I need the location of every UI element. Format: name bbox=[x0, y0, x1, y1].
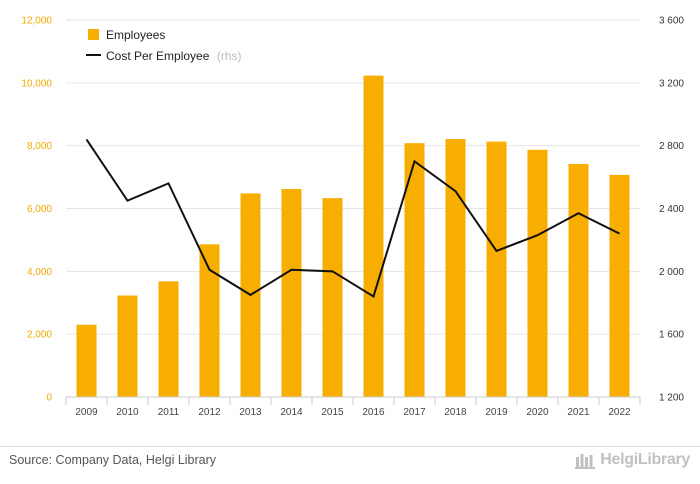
x-tick-label: 2022 bbox=[608, 407, 631, 418]
right-tick-label: 1 200 bbox=[659, 393, 684, 404]
x-tick-label: 2018 bbox=[444, 407, 467, 418]
x-tick-label: 2014 bbox=[280, 407, 303, 418]
x-tick-label: 2019 bbox=[485, 407, 508, 418]
x-tick-label: 2013 bbox=[239, 407, 262, 418]
x-tick-label: 2010 bbox=[116, 407, 139, 418]
left-axis: 0 2,000 4,000 6,000 8,000 10,000 12,000 bbox=[21, 16, 52, 404]
left-tick-label: 2,000 bbox=[27, 330, 52, 341]
right-tick-label: 1 600 bbox=[659, 330, 684, 341]
source-note: Source: Company Data, Helgi Library bbox=[9, 453, 217, 467]
x-tick-label: 2015 bbox=[321, 407, 344, 418]
x-tick-label: 2009 bbox=[75, 407, 98, 418]
bar-series-employees bbox=[76, 75, 630, 398]
legend-swatch-employees bbox=[88, 29, 99, 40]
bar-employees bbox=[363, 75, 384, 398]
legend-label-rhs-note: (rhs) bbox=[217, 49, 242, 63]
right-tick-label: 3 200 bbox=[659, 78, 684, 89]
bar-employees bbox=[445, 139, 466, 398]
right-tick-label: 3 600 bbox=[659, 16, 684, 27]
grid-lines bbox=[66, 19, 640, 335]
right-tick-label: 2 400 bbox=[659, 204, 684, 215]
line-cost-per-employee bbox=[85, 138, 620, 298]
right-tick-label: 2 000 bbox=[659, 267, 684, 278]
bar-employees bbox=[117, 295, 138, 397]
helgi-library-logo: HelgiLibrary bbox=[575, 451, 690, 469]
x-tick-label: 2020 bbox=[526, 407, 549, 418]
bar-employees bbox=[199, 244, 220, 397]
right-axis: 1 200 1 600 2 000 2 400 2 800 3 200 3 600 bbox=[659, 16, 684, 404]
bar-employees bbox=[322, 198, 343, 397]
logo-text: HelgiLibrary bbox=[600, 451, 690, 468]
x-tick-label: 2017 bbox=[403, 407, 426, 418]
left-tick-label: 4,000 bbox=[27, 267, 52, 278]
bar-employees bbox=[486, 141, 507, 397]
bar-employees bbox=[158, 281, 179, 397]
legend: Employees Cost Per Employee (rhs) bbox=[86, 28, 242, 64]
left-tick-label: 10,000 bbox=[21, 78, 52, 89]
x-axis: 2009 2010 2011 2012 2013 2014 2015 2016 2017 2018… bbox=[65, 396, 641, 418]
left-tick-label: 0 bbox=[46, 393, 52, 404]
x-tick-label: 2012 bbox=[198, 407, 221, 418]
bar-employees bbox=[609, 174, 630, 397]
bar-employees bbox=[568, 163, 589, 397]
x-tick-label: 2016 bbox=[362, 407, 385, 418]
x-tick-label: 2021 bbox=[567, 407, 590, 418]
footer: Source: Company Data, Helgi Library Helg… bbox=[0, 446, 700, 484]
left-tick-label: 6,000 bbox=[27, 204, 52, 215]
left-tick-label: 12,000 bbox=[21, 16, 52, 27]
right-tick-label: 2 800 bbox=[659, 141, 684, 152]
line-series-cost-per-employee bbox=[85, 138, 620, 298]
legend-label-cost-per-employee: Cost Per Employee bbox=[106, 49, 210, 63]
library-icon bbox=[575, 454, 596, 469]
bar-employees bbox=[404, 143, 425, 397]
bar-employees bbox=[76, 324, 97, 397]
legend-entry-cost-per-employee: Cost Per Employee (rhs) bbox=[106, 47, 242, 64]
left-tick-label: 8,000 bbox=[27, 141, 52, 152]
bar-employees bbox=[527, 149, 548, 397]
x-tick-label: 2011 bbox=[158, 407, 180, 418]
bar-employees bbox=[281, 189, 302, 397]
legend-label-employees: Employees bbox=[106, 28, 165, 42]
